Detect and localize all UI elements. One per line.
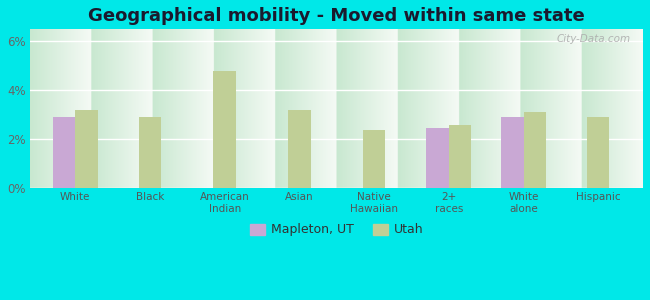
Text: City-Data.com: City-Data.com [556, 34, 630, 44]
Legend: Mapleton, UT, Utah: Mapleton, UT, Utah [245, 218, 428, 242]
Bar [587, 117, 610, 188]
Bar [426, 128, 448, 188]
Bar [363, 130, 385, 188]
Bar [448, 125, 471, 188]
Bar [53, 117, 75, 188]
Bar [75, 110, 98, 188]
Bar [288, 110, 311, 188]
Bar [138, 117, 161, 188]
Bar [523, 112, 546, 188]
Bar [213, 71, 236, 188]
Bar [501, 117, 523, 188]
Title: Geographical mobility - Moved within same state: Geographical mobility - Moved within sam… [88, 7, 585, 25]
